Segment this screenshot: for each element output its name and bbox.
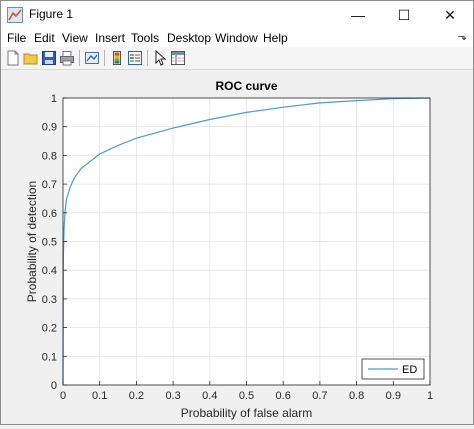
x-tick-label: 0.5	[239, 390, 254, 402]
x-axis-label: Probability of false alarm	[181, 406, 312, 420]
menu-tools[interactable]: Tools	[131, 31, 160, 45]
y-tick-label: 0.8	[42, 150, 57, 162]
new-figure-icon[interactable]	[5, 50, 21, 66]
x-tick-label: 0.8	[349, 390, 364, 402]
title-bar[interactable]: Figure 1 — ☐ ✕	[1, 1, 473, 29]
y-tick-label: 0.5	[42, 237, 57, 249]
y-tick-label: 0.1	[42, 351, 57, 363]
matlab-figure-icon	[7, 7, 23, 23]
x-tick-label: 0.1	[92, 390, 107, 402]
x-tick-label: 0.6	[276, 390, 291, 402]
minimize-button[interactable]: —	[351, 7, 365, 23]
x-tick-label: 0.2	[129, 390, 144, 402]
insert-legend-icon[interactable]	[127, 50, 143, 66]
y-tick-label: 0.2	[42, 323, 57, 335]
menu-desktop[interactable]: Desktop	[167, 31, 212, 45]
toolbar-separator	[79, 50, 80, 66]
roc-chart: 0 0.1 0.2 0.3 0.4 0.5 0.6 0.7 0.8 0.9 1 0 0.1 0.2 0.3…	[25, 79, 433, 420]
toolbar-separator	[104, 50, 105, 66]
y-tick-label: 0.9	[42, 122, 57, 134]
menu-edit[interactable]: Edit	[34, 31, 55, 45]
toolbar-separator	[147, 50, 148, 66]
y-axis-label: Probability of detection	[25, 181, 39, 302]
menu-help[interactable]: Help	[263, 31, 288, 45]
series-line-ed	[62, 97, 431, 386]
property-inspector-icon[interactable]	[170, 50, 186, 66]
chart-title: ROC curve	[215, 79, 277, 93]
menu-window[interactable]: Window	[215, 31, 258, 45]
y-tick-label: 1	[51, 93, 57, 105]
maximize-button[interactable]: ☐	[397, 6, 411, 23]
dock-arrow-icon[interactable]: ⬎	[457, 31, 467, 43]
y-tick-label: 0.4	[42, 265, 57, 277]
print-icon[interactable]	[59, 50, 75, 66]
legend-label-ed: ED	[402, 364, 417, 376]
insert-colorbar-icon[interactable]	[109, 50, 125, 66]
menu-insert[interactable]: Insert	[95, 31, 126, 45]
save-icon[interactable]	[41, 50, 57, 66]
edit-plot-arrow-icon[interactable]	[152, 50, 168, 66]
x-tick-label: 0.4	[202, 390, 217, 402]
figure-toolbar	[1, 47, 473, 70]
y-axis-ticks: 0 0.1 0.2 0.3 0.4 0.5 0.6 0.7 0.8 0.9 1	[42, 93, 67, 392]
x-axis-ticks: 0 0.1 0.2 0.3 0.4 0.5 0.6 0.7 0.8 0.9 1	[60, 381, 433, 402]
close-button[interactable]: ✕	[444, 6, 456, 23]
y-tick-label: 0.3	[42, 294, 57, 306]
figure-canvas: 0 0.1 0.2 0.3 0.4 0.5 0.6 0.7 0.8 0.9 1 0 0.1 0.2 0.3…	[1, 70, 473, 424]
y-tick-label: 0.7	[42, 179, 57, 191]
x-tick-label: 0.9	[386, 390, 401, 402]
x-tick-label: 0.3	[165, 390, 180, 402]
menu-bar: File Edit View Insert Tools Desktop Wind…	[1, 29, 473, 47]
menu-file[interactable]: File	[7, 31, 27, 45]
x-tick-label: 1	[427, 390, 433, 402]
y-tick-label: 0	[51, 380, 57, 392]
legend[interactable]: ED	[361, 358, 425, 380]
open-file-icon[interactable]	[23, 50, 39, 66]
y-tick-label: 0.6	[42, 208, 57, 220]
window-title: Figure 1	[29, 7, 74, 21]
x-tick-label: 0	[60, 390, 66, 402]
x-tick-label: 0.7	[312, 390, 327, 402]
menu-view[interactable]: View	[62, 31, 88, 45]
link-plot-icon[interactable]	[84, 50, 100, 66]
